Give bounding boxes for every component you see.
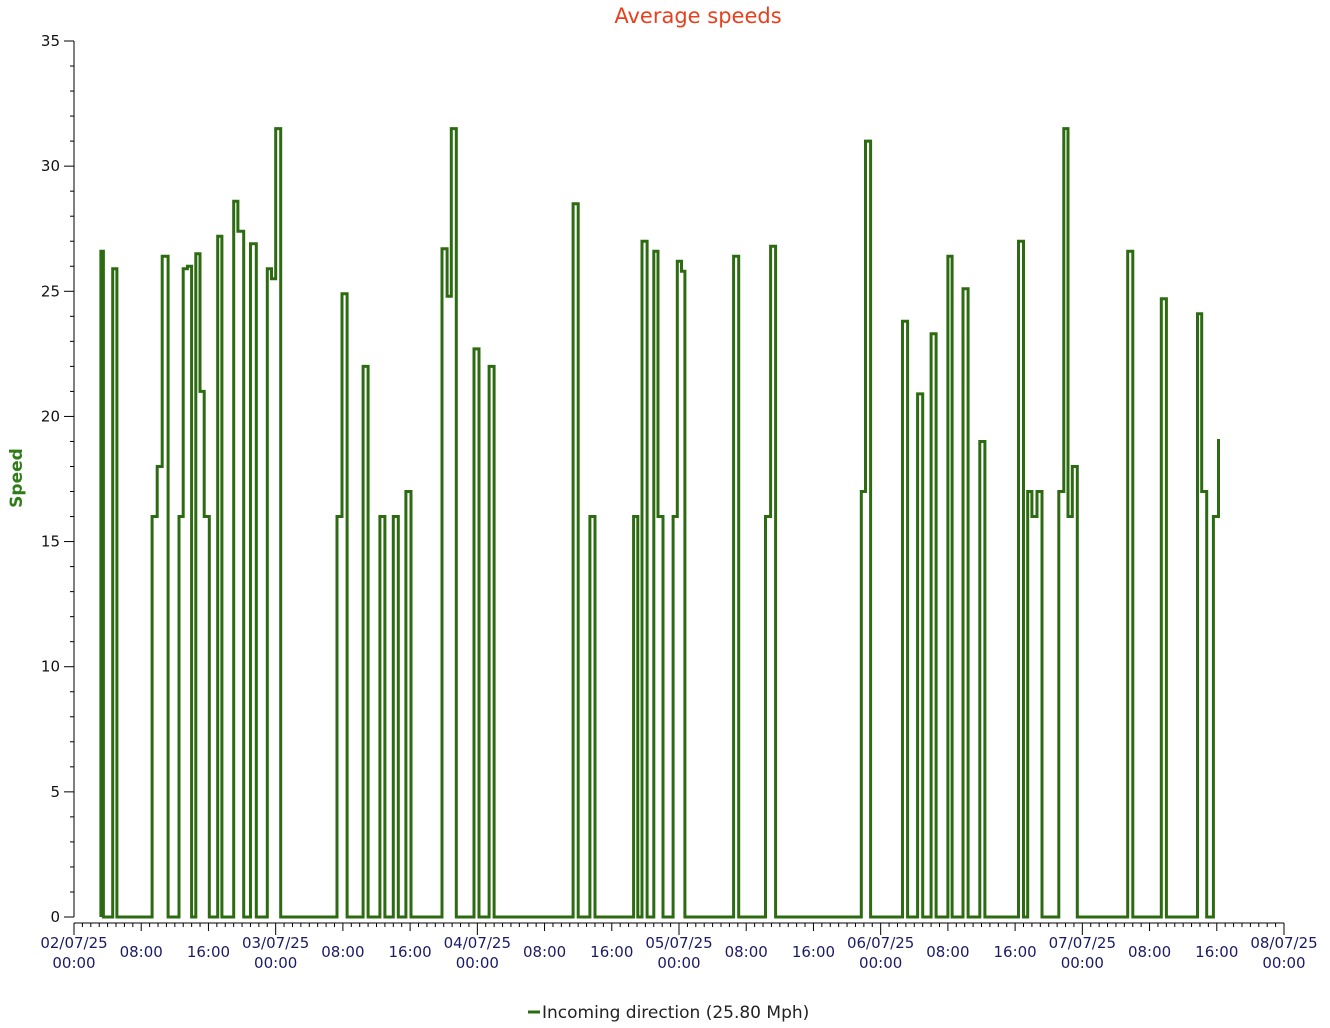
x-tick-label: 16:00	[993, 943, 1036, 961]
x-tick-label: 08/07/25	[1250, 934, 1317, 952]
x-tick-label: 16:00	[388, 943, 431, 961]
x-tick-sublabel: 00:00	[254, 954, 297, 972]
x-tick-label: 08:00	[120, 943, 163, 961]
x-tick-label: 16:00	[792, 943, 835, 961]
x-tick-label: 08:00	[926, 943, 969, 961]
y-axis: 0 5 10 15 20 25 30 35	[41, 32, 74, 926]
y-tick-label: 20	[41, 407, 60, 425]
x-tick-label: 06/07/25	[847, 934, 914, 952]
x-tick-label: 03/07/25	[242, 934, 309, 952]
x-tick-label: 02/07/25	[40, 934, 107, 952]
x-tick-label: 16:00	[187, 943, 230, 961]
x-tick-label: 16:00	[590, 943, 633, 961]
legend: Incoming direction (25.80 Mph)	[528, 1003, 809, 1023]
legend-label: Incoming direction (25.80 Mph)	[542, 1003, 809, 1023]
y-tick-label: 30	[41, 157, 60, 175]
y-tick-label: 35	[41, 32, 60, 50]
x-tick-label: 05/07/25	[645, 934, 712, 952]
x-tick-sublabel: 00:00	[456, 954, 499, 972]
y-tick-label: 5	[50, 783, 60, 801]
x-tick-sublabel: 00:00	[1262, 954, 1305, 972]
x-tick-sublabel: 00:00	[657, 954, 700, 972]
y-tick-label: 25	[41, 282, 60, 300]
x-tick-label: 08:00	[725, 943, 768, 961]
x-tick-label: 08:00	[1128, 943, 1171, 961]
y-tick-label: 0	[50, 908, 60, 926]
y-tick-label: 10	[41, 658, 60, 676]
x-tick-label: 07/07/25	[1049, 934, 1116, 952]
x-tick-sublabel: 00:00	[52, 954, 95, 972]
x-tick-sublabel: 00:00	[859, 954, 902, 972]
x-tick-label: 08:00	[321, 943, 364, 961]
y-tick-label: 15	[41, 533, 60, 551]
series-line-0	[101, 129, 1219, 917]
series-layer	[101, 129, 1219, 917]
x-axis: 02/07/25 00:00 08:00 16:00 03/07/25 00:00 08:0…	[40, 923, 1317, 972]
chart-title: Average speeds	[614, 4, 781, 28]
x-tick-sublabel: 00:00	[1061, 954, 1104, 972]
x-tick-label: 16:00	[1195, 943, 1238, 961]
y-axis-label: Speed	[7, 448, 27, 508]
x-tick-label: 04/07/25	[444, 934, 511, 952]
x-tick-label: 08:00	[523, 943, 566, 961]
